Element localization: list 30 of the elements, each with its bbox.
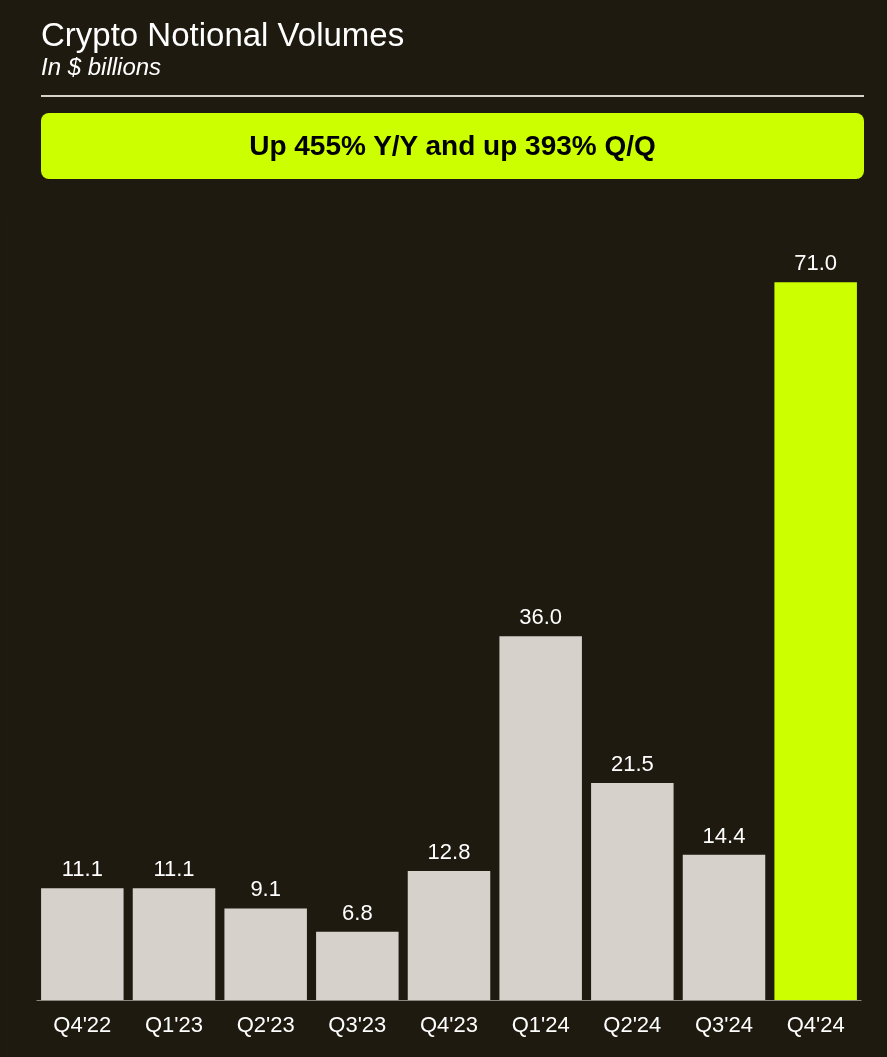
bar <box>499 636 582 1001</box>
x-tick-label: Q4'22 <box>53 1011 112 1037</box>
bar <box>774 282 857 1001</box>
bar <box>316 931 399 1001</box>
data-label: 21.5 <box>610 751 654 777</box>
data-label: 11.1 <box>61 856 103 882</box>
x-tick-label: Q4'23 <box>419 1011 479 1037</box>
chart-subtitle: In $ billions <box>41 53 163 81</box>
data-label: 36.0 <box>519 604 563 630</box>
bar <box>41 888 124 1001</box>
data-label: 6.8 <box>342 899 373 925</box>
data-label: 11.1 <box>153 856 195 882</box>
chart-title: Crypto Notional Volumes <box>41 16 406 53</box>
data-label: 14.4 <box>702 822 746 848</box>
bar <box>407 871 491 1001</box>
data-label: 12.8 <box>427 839 471 865</box>
x-tick-label: Q1'23 <box>144 1011 204 1037</box>
text: Up 455% Y/Y and up 393% Q/Q <box>41 113 864 179</box>
bar <box>132 888 216 1001</box>
data-label: 71.0 <box>794 250 838 276</box>
x-tick-label: Q4'24 <box>786 1011 845 1037</box>
bar <box>682 854 766 1001</box>
bar <box>224 908 307 1001</box>
bar <box>591 783 674 1001</box>
x-tick-label: Q2'24 <box>603 1011 662 1037</box>
x-tick-label: Q1'24 <box>511 1011 570 1037</box>
x-tick-label: Q3'24 <box>694 1011 754 1037</box>
x-tick-label: Q3'23 <box>328 1011 387 1037</box>
x-tick-label: Q2'23 <box>236 1011 295 1037</box>
data-label: 9.1 <box>250 876 281 902</box>
